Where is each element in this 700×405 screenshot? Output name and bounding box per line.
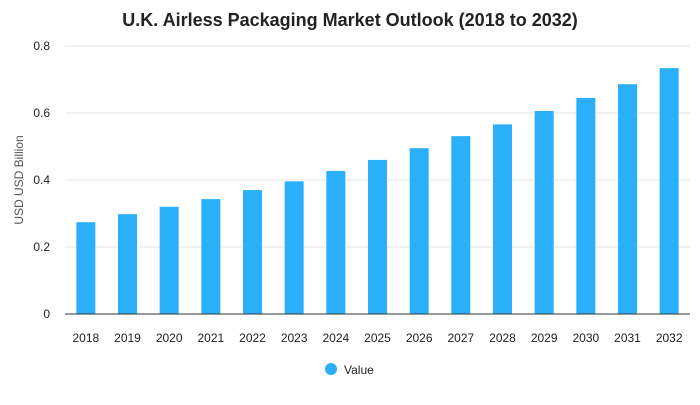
legend-label: Value <box>344 363 374 377</box>
y-tick-label: 0 <box>43 307 50 321</box>
bar-2027[interactable] <box>451 136 471 314</box>
bar-2025[interactable] <box>368 159 387 314</box>
legend-swatch-icon <box>325 363 337 375</box>
bar-2018[interactable] <box>76 222 96 314</box>
bar-2026[interactable] <box>409 148 429 314</box>
bar-2024[interactable] <box>326 170 346 314</box>
bar-2023[interactable] <box>284 181 304 314</box>
bar-2032[interactable] <box>659 68 679 314</box>
legend[interactable]: Value <box>325 363 374 377</box>
bar-2028[interactable] <box>493 124 512 314</box>
x-tick-label: 2018 <box>72 331 99 345</box>
bar-2021[interactable] <box>201 199 221 314</box>
x-tick-label: 2020 <box>156 331 183 345</box>
bar-2031[interactable] <box>618 84 637 314</box>
x-tick-label: 2026 <box>406 331 433 345</box>
x-tick-label: 2023 <box>281 331 308 345</box>
x-tick-label: 2027 <box>447 331 474 345</box>
x-tick-label: 2029 <box>531 331 558 345</box>
chart-title: U.K. Airless Packaging Market Outlook (2… <box>122 10 578 30</box>
x-tick-label: 2028 <box>489 331 516 345</box>
x-tick-label: 2030 <box>572 331 599 345</box>
x-tick-label: 2025 <box>364 331 391 345</box>
x-tick-label: 2032 <box>656 331 683 345</box>
y-tick-label: 0.6 <box>33 106 50 120</box>
x-tick-label: 2021 <box>197 331 224 345</box>
bar-2022[interactable] <box>243 190 262 314</box>
bars <box>76 68 679 315</box>
y-tick-label: 0.4 <box>33 173 50 187</box>
y-tick-label: 0.8 <box>33 39 50 53</box>
y-axis-label: USD USD Billion <box>12 135 26 224</box>
x-tick-label: 2022 <box>239 331 266 345</box>
y-tick-label: 0.2 <box>33 240 50 254</box>
x-tick-label: 2031 <box>614 331 641 345</box>
bar-2030[interactable] <box>576 97 596 314</box>
y-axis-ticks: 0 0.2 0.4 0.6 0.8 <box>33 39 50 321</box>
x-tick-label: 2019 <box>114 331 141 345</box>
bar-2019[interactable] <box>118 214 137 314</box>
bar-2020[interactable] <box>159 206 179 314</box>
bar-2029[interactable] <box>534 110 554 315</box>
x-tick-label: 2024 <box>322 331 349 345</box>
x-axis-ticks: 2018 2019 2020 2021 2022 2023 2024 2025 2026 2027… <box>72 331 682 345</box>
